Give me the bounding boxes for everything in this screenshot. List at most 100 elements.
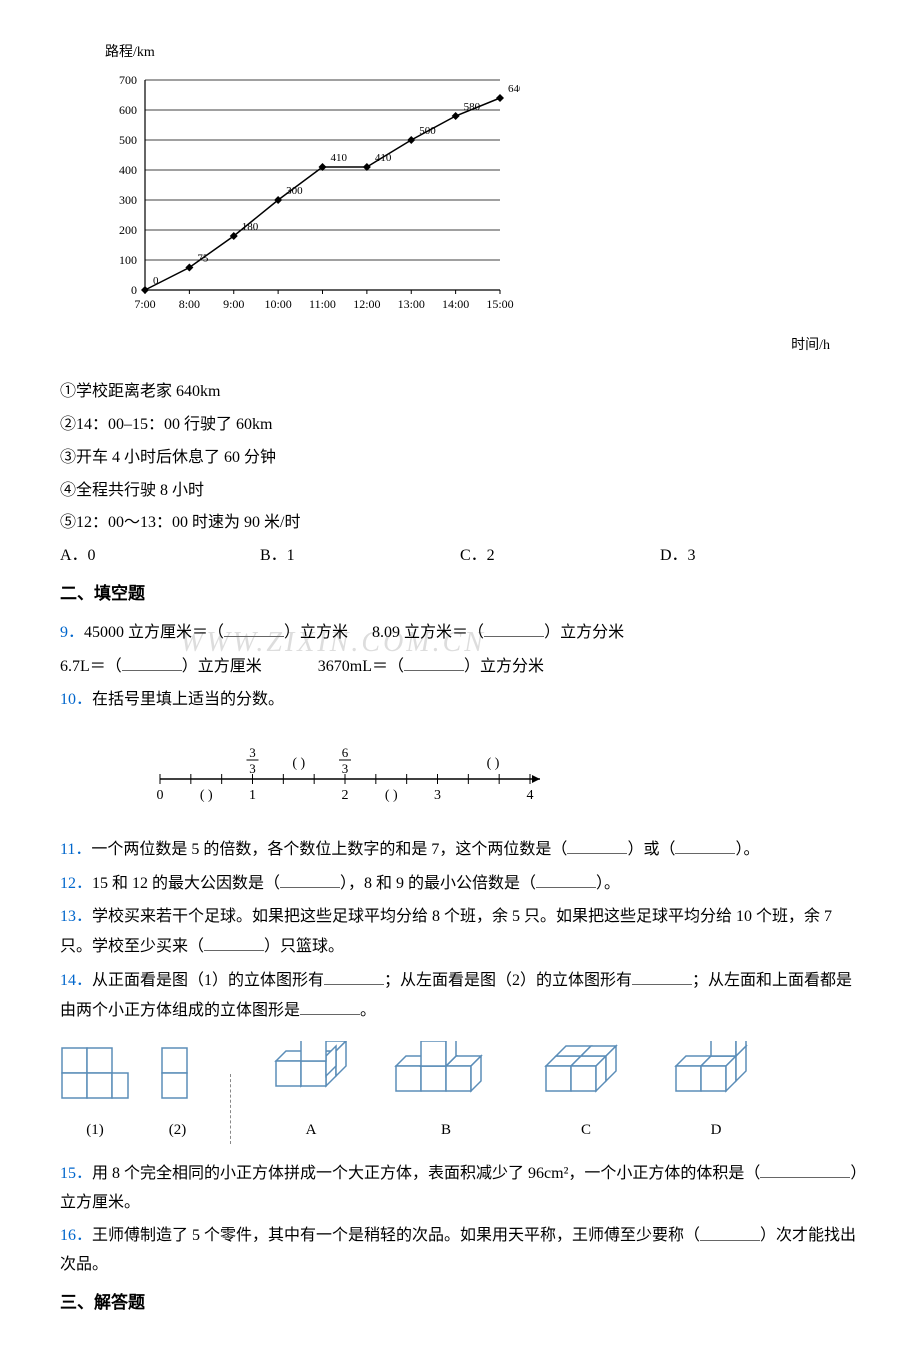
svg-text:300: 300 — [119, 193, 137, 207]
figB-label: B — [386, 1117, 506, 1144]
fig-B: B — [386, 1041, 506, 1144]
fig2-label: (2) — [160, 1117, 195, 1144]
figD-label: D — [666, 1117, 766, 1144]
svg-text:0: 0 — [157, 788, 164, 803]
q13-num: 13． — [60, 908, 92, 925]
svg-text:300: 300 — [286, 185, 303, 197]
figD-svg — [666, 1041, 766, 1101]
q14-p1: 从正面看是图（1）的立体图形有 — [92, 972, 324, 989]
svg-text:( ): ( ) — [200, 788, 213, 803]
q9: 9．45000 立方厘米＝（ ）立方米 8.09 立方米＝（ ）立方分米 — [60, 618, 860, 648]
fig1-label: (1) — [60, 1117, 130, 1144]
svg-text:( ): ( ) — [487, 756, 500, 771]
svg-text:400: 400 — [119, 163, 137, 177]
q9b: 6.7L＝（）立方厘米 3670mL＝（）立方分米 — [60, 652, 860, 682]
chart-ylabel: 路程/km — [105, 40, 860, 65]
q9-p1a: 45000 立方厘米＝（ — [84, 624, 224, 641]
q12: 12．15 和 12 的最大公因数是（），8 和 9 的最小公倍数是（）。 — [60, 869, 860, 899]
svg-text:1: 1 — [249, 788, 256, 803]
svg-text:3: 3 — [342, 761, 349, 776]
q14-num: 14． — [60, 972, 92, 989]
q16-p1: 王师傅制造了 5 个零件，其中有一个是稍轻的次品。如果用天平称，王师傅至少要称（ — [92, 1228, 700, 1245]
figC-svg — [536, 1041, 636, 1101]
figC-label: C — [536, 1117, 636, 1144]
svg-text:3: 3 — [249, 761, 256, 776]
svg-text:3: 3 — [249, 745, 256, 760]
svg-text:700: 700 — [119, 73, 137, 87]
q9-p2a: 8.09 立方米＝（ — [372, 624, 484, 641]
svg-text:580: 580 — [464, 101, 481, 113]
q11-p2: ）或（ — [627, 841, 675, 858]
line-chart: 路程/km 01002003004005006007007:008:009:00… — [100, 40, 860, 358]
svg-text:2: 2 — [342, 788, 349, 803]
divider — [230, 1074, 231, 1144]
option-a: A．0 — [60, 542, 260, 571]
figA-svg — [266, 1041, 356, 1101]
svg-text:( ): ( ) — [292, 756, 305, 771]
q9-p4b: ）立方分米 — [464, 658, 544, 675]
fig-2: (2) — [160, 1046, 195, 1144]
blank — [224, 618, 284, 637]
statement-3: ③开车 4 小时后休息了 60 分钟 — [60, 444, 860, 473]
q14-p2: ；从左面看是图（2）的立体图形有 — [384, 972, 632, 989]
q11-num: 11． — [60, 841, 91, 858]
q13: 13．学校买来若干个足球。如果把这些足球平均分给 8 个班，余 5 只。如果把这… — [60, 903, 860, 962]
svg-text:3: 3 — [434, 788, 441, 803]
fig-D: D — [666, 1041, 766, 1144]
svg-text:15:00: 15:00 — [486, 297, 513, 311]
numline-svg: 0( )12( )3433( )63( ) — [140, 729, 580, 809]
q14-p4: 。 — [360, 1002, 376, 1019]
q9-p4a: 3670mL＝（ — [318, 658, 404, 675]
svg-text:8:00: 8:00 — [179, 297, 200, 311]
q12-p1: 15 和 12 的最大公因数是（ — [92, 875, 280, 892]
chart-svg: 01002003004005006007007:008:009:0010:001… — [100, 70, 520, 320]
fig2-svg — [160, 1046, 195, 1101]
svg-text:600: 600 — [119, 103, 137, 117]
svg-text:12:00: 12:00 — [353, 297, 380, 311]
q9-p1b: ）立方米 — [284, 624, 348, 641]
svg-text:13:00: 13:00 — [398, 297, 425, 311]
statement-1: ①学校距离老家 640km — [60, 378, 860, 407]
figA-label: A — [266, 1117, 356, 1144]
svg-text:6: 6 — [342, 745, 349, 760]
svg-text:100: 100 — [119, 253, 137, 267]
q11-p1: 一个两位数是 5 的倍数，各个数位上数字的和是 7，这个两位数是（ — [91, 841, 567, 858]
figB-svg — [386, 1041, 506, 1101]
blank — [280, 869, 340, 888]
svg-text:75: 75 — [197, 253, 209, 265]
svg-text:4: 4 — [527, 788, 534, 803]
section-2-header: 二、填空题 — [60, 579, 860, 610]
option-d: D．3 — [660, 542, 860, 571]
q9-p3b: ）立方厘米 — [182, 658, 262, 675]
svg-text:14:00: 14:00 — [442, 297, 469, 311]
svg-text:640: 640 — [508, 83, 520, 95]
svg-text:0: 0 — [131, 283, 137, 297]
q12-p3: ）。 — [596, 875, 620, 892]
statement-5: ⑤12：00～13：00 时速为 90 米/时 — [60, 509, 860, 538]
q8-options: A．0 B．1 C．2 D．3 — [60, 542, 860, 571]
svg-text:500: 500 — [119, 133, 137, 147]
cube-figures: (1) (2) A — [60, 1041, 860, 1144]
blank — [632, 966, 692, 985]
q12-p2: ），8 和 9 的最小公倍数是（ — [340, 875, 536, 892]
blank — [122, 652, 182, 671]
svg-text:180: 180 — [242, 221, 259, 233]
q13-p2: ）只篮球。 — [264, 938, 344, 955]
q9-p2b: ）立方分米 — [544, 624, 624, 641]
svg-text:9:00: 9:00 — [223, 297, 244, 311]
q16-num: 16． — [60, 1228, 92, 1245]
q10-num: 10． — [60, 691, 92, 708]
number-line: 0( )12( )3433( )63( ) — [140, 729, 860, 820]
svg-text:410: 410 — [375, 152, 392, 164]
fig-A: A — [266, 1041, 356, 1144]
q14: 14．从正面看是图（1）的立体图形有；从左面看是图（2）的立体图形有；从左面和上… — [60, 966, 860, 1026]
svg-text:10:00: 10:00 — [264, 297, 291, 311]
svg-text:500: 500 — [419, 125, 436, 137]
q10-text: 在括号里填上适当的分数。 — [92, 691, 284, 708]
option-c: C．2 — [460, 542, 660, 571]
q9-num: 9． — [60, 624, 84, 641]
q16: 16．王师傅制造了 5 个零件，其中有一个是稍轻的次品。如果用天平称，王师傅至少… — [60, 1221, 860, 1280]
blank — [484, 618, 544, 637]
q11: 11．一个两位数是 5 的倍数，各个数位上数字的和是 7，这个两位数是（）或（）… — [60, 835, 860, 865]
fig-C: C — [536, 1041, 636, 1144]
